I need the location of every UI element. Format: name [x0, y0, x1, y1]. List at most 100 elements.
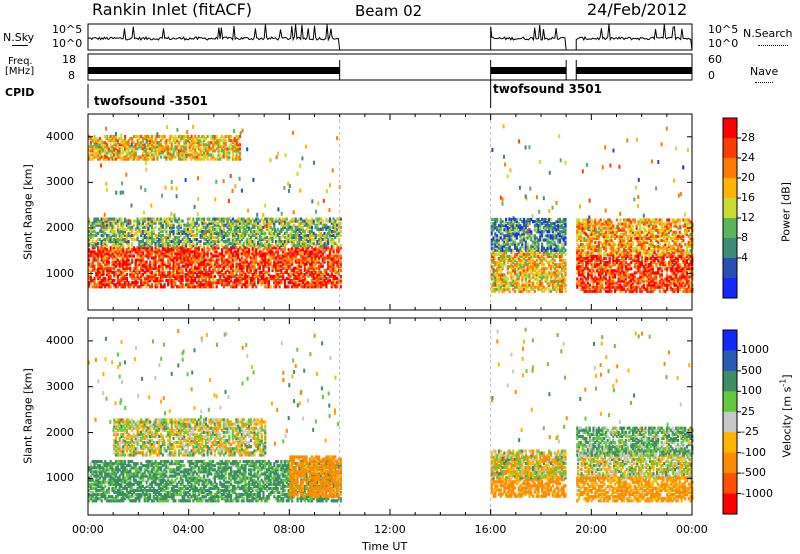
power-panel-cell	[550, 217, 553, 222]
power-panel-cell	[271, 227, 274, 231]
power-panel-cell	[124, 250, 127, 254]
power-panel-cell	[183, 260, 186, 264]
power-panel-cell	[325, 256, 328, 260]
power-panel-cell	[506, 271, 509, 275]
power-panel-cell	[177, 242, 181, 246]
power-panel-cell	[97, 147, 100, 151]
power-panel-cell	[235, 240, 238, 244]
power-panel-cell	[325, 277, 328, 281]
power-panel-cell	[544, 279, 547, 283]
power-panel-cell	[179, 270, 182, 274]
power-panel-cell	[165, 223, 168, 227]
power-panel-cell	[497, 277, 501, 281]
power-panel-cell	[156, 285, 159, 289]
power-panel-cell	[210, 135, 213, 139]
power-panel-cell	[539, 275, 542, 279]
power-panel-cell	[318, 250, 321, 254]
power-panel-cell	[541, 248, 544, 252]
power-panel-cell	[208, 225, 211, 229]
power-panel-cell	[282, 254, 285, 258]
power-panel-cell	[210, 274, 213, 279]
power-panel-cell	[145, 281, 148, 285]
power-panel-cell	[300, 272, 303, 277]
power-panel-cell	[548, 287, 551, 291]
power-panel-cell	[138, 244, 141, 248]
power-panel-cell	[188, 274, 191, 279]
power-panel-cell	[109, 281, 112, 285]
power-panel-cell	[537, 285, 540, 289]
power-panel-cell	[594, 277, 597, 281]
power-panel-cell	[494, 222, 497, 226]
power-panel-cell	[95, 254, 98, 258]
power-panel-cell	[177, 151, 181, 155]
power-panel-cell	[276, 283, 279, 287]
power-panel-cell	[106, 227, 109, 231]
power-panel-cell	[305, 244, 308, 248]
power-panel-cell	[93, 217, 96, 221]
power-panel-cell	[248, 225, 251, 229]
power-panel-cell	[192, 233, 195, 238]
power-panel-cell	[204, 277, 207, 281]
power-panel-cell	[562, 238, 565, 242]
power-panel-cell	[89, 279, 92, 283]
power-panel-cell	[249, 270, 252, 274]
power-panel-cell	[109, 221, 112, 225]
power-panel-cell	[287, 272, 290, 277]
power-panel-cell	[505, 254, 508, 258]
power-panel-cell	[246, 240, 249, 244]
power-panel-cell	[599, 267, 602, 271]
power-panel-cell	[257, 227, 260, 231]
power-panel-cell	[305, 281, 308, 285]
power-panel-cell	[100, 149, 103, 153]
power-panel-cell	[206, 145, 209, 149]
power-panel-cell	[181, 145, 184, 149]
power-panel-cell	[579, 261, 582, 265]
power-panel-cell	[127, 240, 130, 244]
power-panel-cell	[336, 256, 339, 260]
power-panel-cell	[285, 256, 288, 260]
power-panel-cell	[305, 240, 308, 244]
power-panel-cell	[140, 135, 143, 139]
power-panel-cell	[283, 270, 287, 274]
power-panel-cell	[194, 270, 197, 274]
power-panel-cell	[107, 219, 110, 223]
power-panel-cell	[104, 223, 107, 227]
power-panel-cell	[185, 225, 188, 229]
power-panel-cell	[514, 232, 517, 236]
power-panel-cell	[305, 242, 308, 246]
power-panel-cell	[194, 279, 197, 283]
power-panel-cell	[503, 289, 506, 293]
power-panel-cell	[266, 248, 269, 252]
power-panel-cell	[224, 264, 227, 268]
power-panel-cell	[109, 277, 112, 281]
power-panel-cell	[150, 250, 154, 254]
power-panel-cell	[150, 240, 154, 244]
power-panel-cell	[138, 223, 141, 227]
power-panel-cell	[167, 238, 170, 242]
power-panel-cell	[93, 219, 96, 223]
power-panel-cell	[237, 238, 240, 242]
power-panel-cell	[124, 217, 127, 221]
power-panel-cell	[334, 274, 337, 279]
power-panel-cell	[98, 155, 101, 159]
power-panel-cell	[564, 224, 567, 228]
power-panel-cell	[318, 217, 321, 221]
power-panel-cell	[587, 281, 590, 285]
power-panel-cell	[111, 149, 114, 153]
power-panel-cell	[275, 219, 278, 223]
power-panel-cell	[143, 270, 146, 274]
power-panel-cell	[197, 264, 200, 268]
power-panel-cell	[195, 254, 199, 258]
power-panel-cell	[503, 252, 506, 256]
power-panel-cell	[231, 217, 234, 221]
power-panel-cell	[181, 254, 184, 258]
power-panel-cell	[240, 248, 243, 252]
power-panel-cell	[325, 225, 328, 229]
power-panel-cell	[91, 254, 94, 258]
power-panel-cell	[111, 155, 114, 159]
power-panel-cell	[172, 139, 175, 143]
power-panel-cell	[203, 151, 206, 155]
power-panel-cell	[273, 264, 276, 268]
power-panel-cell	[224, 250, 227, 254]
power-panel-cell	[93, 153, 96, 157]
